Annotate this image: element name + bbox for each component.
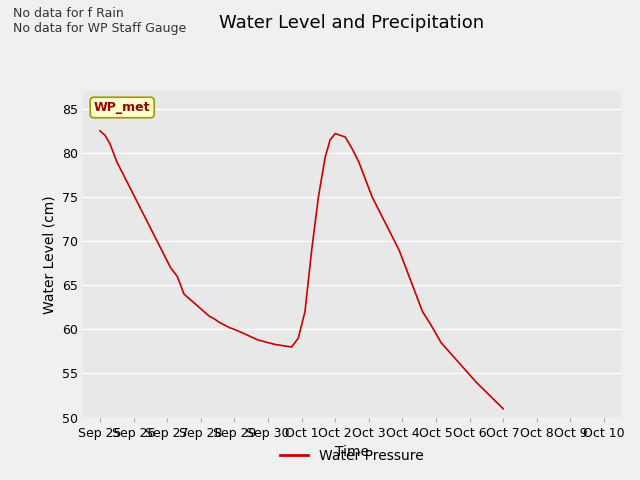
Y-axis label: Water Level (cm): Water Level (cm) (43, 195, 57, 314)
Text: No data for WP Staff Gauge: No data for WP Staff Gauge (13, 22, 186, 35)
X-axis label: Time: Time (335, 445, 369, 459)
Text: No data for f Rain: No data for f Rain (13, 7, 124, 20)
Text: WP_met: WP_met (94, 101, 150, 114)
Legend: Water Pressure: Water Pressure (275, 443, 429, 468)
Text: Water Level and Precipitation: Water Level and Precipitation (220, 14, 484, 33)
